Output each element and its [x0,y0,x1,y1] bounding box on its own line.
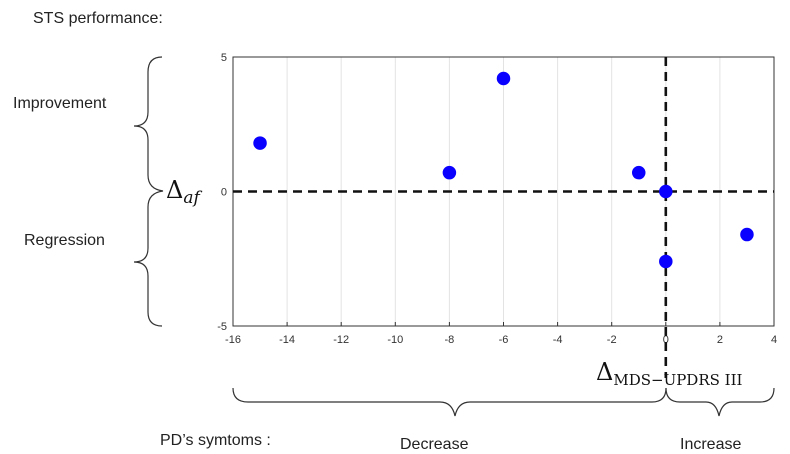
x-tick-label: 0 [663,334,669,346]
decrease-label: Decrease [400,436,469,453]
ylabel: Δaf [166,176,202,208]
x-tick-label: -14 [279,334,295,346]
x-tick-label: 2 [717,334,723,346]
xlabel-symbol: Δ [596,358,613,386]
data-point [632,165,646,180]
increase-label: Increase [680,436,741,453]
xlabel: ΔMDS−UPDRS III [596,358,743,389]
decrease-brace [232,387,667,417]
data-point [740,227,754,242]
x-tick-label: -16 [225,334,241,346]
data-point [659,254,673,269]
data-point [496,71,511,86]
plot-area: -16 -14 -12 -10 -8 -6 -4 -2 0 2 4 -5 0 5 [217,52,777,378]
ylabel-subscript: af [183,188,202,208]
y-tick-label: 0 [221,187,227,199]
x-tick-label: -8 [445,334,455,346]
xlabel-subscript: MDS−UPDRS III [613,371,742,389]
symptoms-label: PD’s symtoms : [160,432,271,449]
regression-label: Regression [24,232,105,249]
data-point [442,165,457,180]
x-tick-label: -10 [387,334,403,346]
x-tick-label: -2 [607,334,617,346]
x-tick-label: 4 [771,334,777,346]
y-brace [133,56,164,327]
increase-brace [665,387,775,417]
x-tick-label: -6 [499,334,509,346]
data-point [253,136,267,150]
x-tick-label: -4 [553,334,563,346]
improvement-label: Improvement [13,95,107,112]
y-tick-label: 5 [221,52,227,64]
figure-title: STS performance: [33,10,163,27]
y-tick-label: -5 [217,321,227,333]
x-tick-label: -12 [333,334,349,346]
ylabel-symbol: Δ [166,176,183,204]
data-point [659,184,673,199]
